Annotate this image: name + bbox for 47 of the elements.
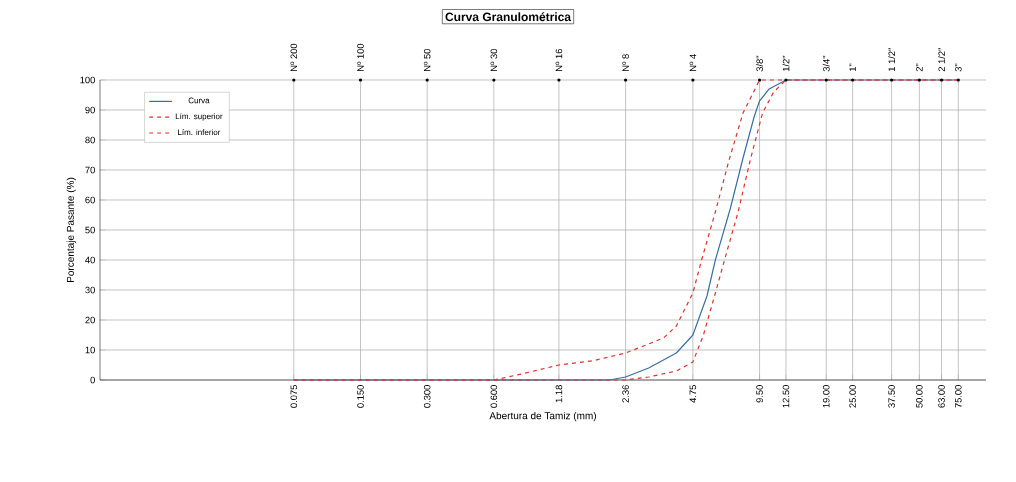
annotation: 3/4" — [822, 55, 830, 72]
annotation: Nº 4 — [689, 54, 697, 71]
legend-label: Curva — [188, 97, 210, 104]
y-tick-label: 80 — [85, 136, 95, 144]
annotation: 2 1/2" — [938, 48, 945, 72]
x-tick-label: 37.50 — [888, 385, 895, 408]
x-tick-label: 1.18 — [555, 385, 563, 403]
x-tick-label: 63.00 — [938, 385, 945, 408]
x-tick-label: 25.00 — [849, 385, 856, 408]
annotation: 1/2" — [782, 55, 790, 72]
y-axis-title: Porcentaje Pasante (%) — [66, 177, 76, 282]
annotation: 1" — [849, 63, 856, 72]
x-tick-label: 0.600 — [490, 385, 498, 408]
legend-label: Lím. superior — [175, 113, 223, 121]
annotation: Nº 100 — [357, 43, 364, 71]
y-tick-label: 0 — [90, 376, 95, 384]
annotation: Nº 200 — [290, 43, 298, 71]
annotation: 2" — [916, 63, 923, 72]
annotation: Nº 50 — [423, 48, 431, 71]
x-tick-label: 4.75 — [689, 385, 697, 403]
x-tick-label: 0.150 — [357, 385, 364, 408]
y-tick-label: 20 — [85, 316, 95, 324]
y-tick-label: 100 — [80, 76, 95, 84]
x-tick-label: 2.36 — [622, 385, 629, 403]
y-tick-label: 30 — [85, 286, 95, 294]
x-tick-label: 12.50 — [782, 385, 790, 408]
annotation: 1 1/2" — [888, 48, 896, 72]
y-tick-label: 70 — [85, 166, 95, 174]
x-tick-label: 0.075 — [290, 385, 298, 408]
x-tick-label: 50.00 — [916, 385, 923, 408]
annotation: 3" — [955, 63, 962, 72]
y-tick-label: 90 — [85, 106, 95, 114]
annotation: Nº 16 — [555, 49, 563, 71]
x-tick-label: 19.00 — [822, 385, 830, 408]
x-tick-label: 75.00 — [955, 385, 962, 408]
annotation: Nº 30 — [490, 48, 498, 71]
x-axis-title: Abertura de Tamiz (mm) — [489, 411, 596, 422]
x-tick-label: 0.300 — [423, 385, 431, 408]
x-tick-label: 9.50 — [756, 385, 763, 403]
annotation: Nº 8 — [622, 54, 629, 71]
chart-title: Curva Granulométrica — [445, 12, 572, 22]
legend-label: Lím. inferior — [178, 129, 221, 136]
y-tick-label: 40 — [85, 256, 95, 264]
y-tick-label: 50 — [85, 226, 95, 234]
y-tick-label: 60 — [85, 196, 95, 204]
annotation: 3/8" — [756, 55, 763, 72]
y-tick-label: 10 — [85, 346, 95, 354]
